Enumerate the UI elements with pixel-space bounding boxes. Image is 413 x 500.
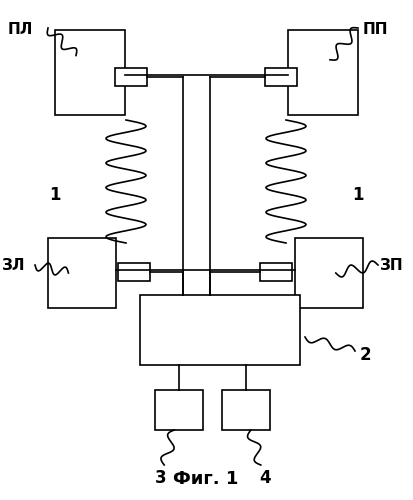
Text: 1: 1: [49, 186, 61, 204]
Text: ПЛ: ПЛ: [8, 22, 33, 37]
Bar: [118, 263, 150, 281]
Bar: [265, 68, 297, 86]
Bar: [155, 390, 203, 430]
Bar: [48, 238, 116, 308]
Bar: [115, 68, 147, 86]
Text: ПП: ПП: [363, 22, 389, 37]
Text: Фиг. 1: Фиг. 1: [173, 470, 239, 488]
Text: 1: 1: [352, 186, 364, 204]
Text: ЗЛ: ЗЛ: [2, 258, 26, 273]
Bar: [295, 238, 363, 308]
Text: ЗП: ЗП: [380, 258, 404, 273]
Bar: [55, 30, 125, 115]
Text: 2: 2: [360, 346, 372, 364]
Text: 3: 3: [154, 469, 166, 487]
Bar: [222, 390, 270, 430]
Bar: [260, 263, 292, 281]
Text: 4: 4: [259, 469, 271, 487]
Bar: [288, 30, 358, 115]
Bar: [140, 295, 300, 365]
